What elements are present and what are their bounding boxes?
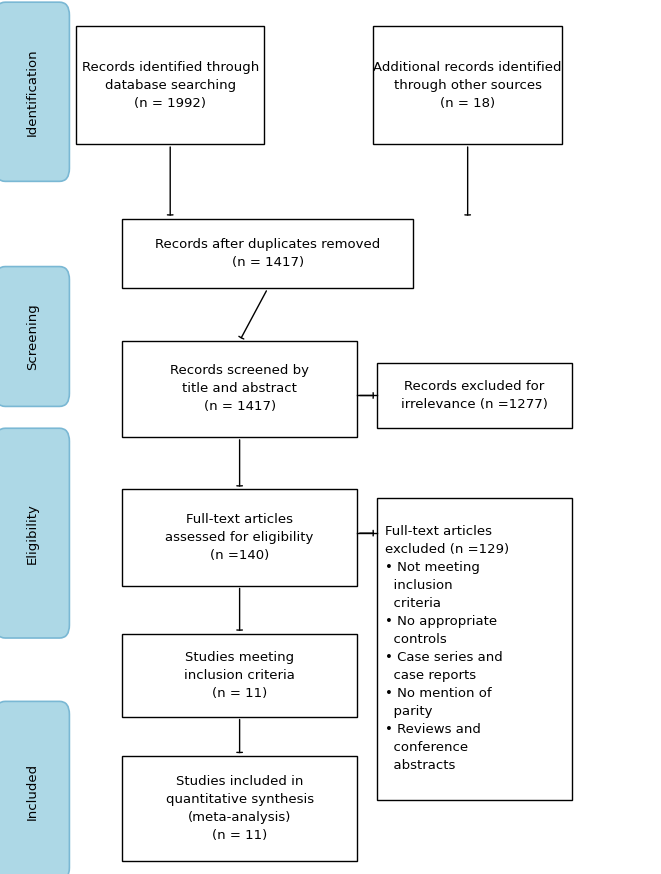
FancyBboxPatch shape: [373, 26, 562, 144]
Text: Studies meeting
inclusion criteria
(n = 11): Studies meeting inclusion criteria (n = …: [184, 650, 295, 700]
Text: Included: Included: [26, 762, 39, 820]
Text: Records excluded for
irrelevance (n =1277): Records excluded for irrelevance (n =127…: [401, 380, 548, 411]
FancyBboxPatch shape: [377, 363, 572, 428]
Text: Full-text articles
excluded (n =129)
• Not meeting
  inclusion
  criteria
• No a: Full-text articles excluded (n =129) • N…: [385, 525, 510, 773]
Text: Full-text articles
assessed for eligibility
(n =140): Full-text articles assessed for eligibil…: [165, 513, 314, 562]
Text: Additional records identified
through other sources
(n = 18): Additional records identified through ot…: [373, 60, 562, 110]
Text: Records screened by
title and abstract
(n = 1417): Records screened by title and abstract (…: [170, 364, 309, 413]
Text: Screening: Screening: [26, 303, 39, 370]
FancyBboxPatch shape: [0, 267, 69, 406]
FancyBboxPatch shape: [76, 26, 264, 144]
FancyBboxPatch shape: [122, 489, 357, 586]
Text: Identification: Identification: [26, 48, 39, 135]
FancyBboxPatch shape: [122, 218, 413, 288]
Text: Records after duplicates removed
(n = 1417): Records after duplicates removed (n = 14…: [155, 238, 380, 269]
FancyBboxPatch shape: [122, 756, 357, 861]
Text: Eligibility: Eligibility: [26, 503, 39, 564]
FancyBboxPatch shape: [0, 701, 69, 874]
FancyBboxPatch shape: [122, 634, 357, 717]
FancyBboxPatch shape: [377, 498, 572, 800]
FancyBboxPatch shape: [0, 3, 69, 182]
FancyBboxPatch shape: [122, 341, 357, 437]
FancyBboxPatch shape: [0, 428, 69, 638]
Text: Records identified through
database searching
(n = 1992): Records identified through database sear…: [81, 60, 259, 110]
Text: Studies included in
quantitative synthesis
(meta-analysis)
(n = 11): Studies included in quantitative synthes…: [165, 775, 314, 842]
